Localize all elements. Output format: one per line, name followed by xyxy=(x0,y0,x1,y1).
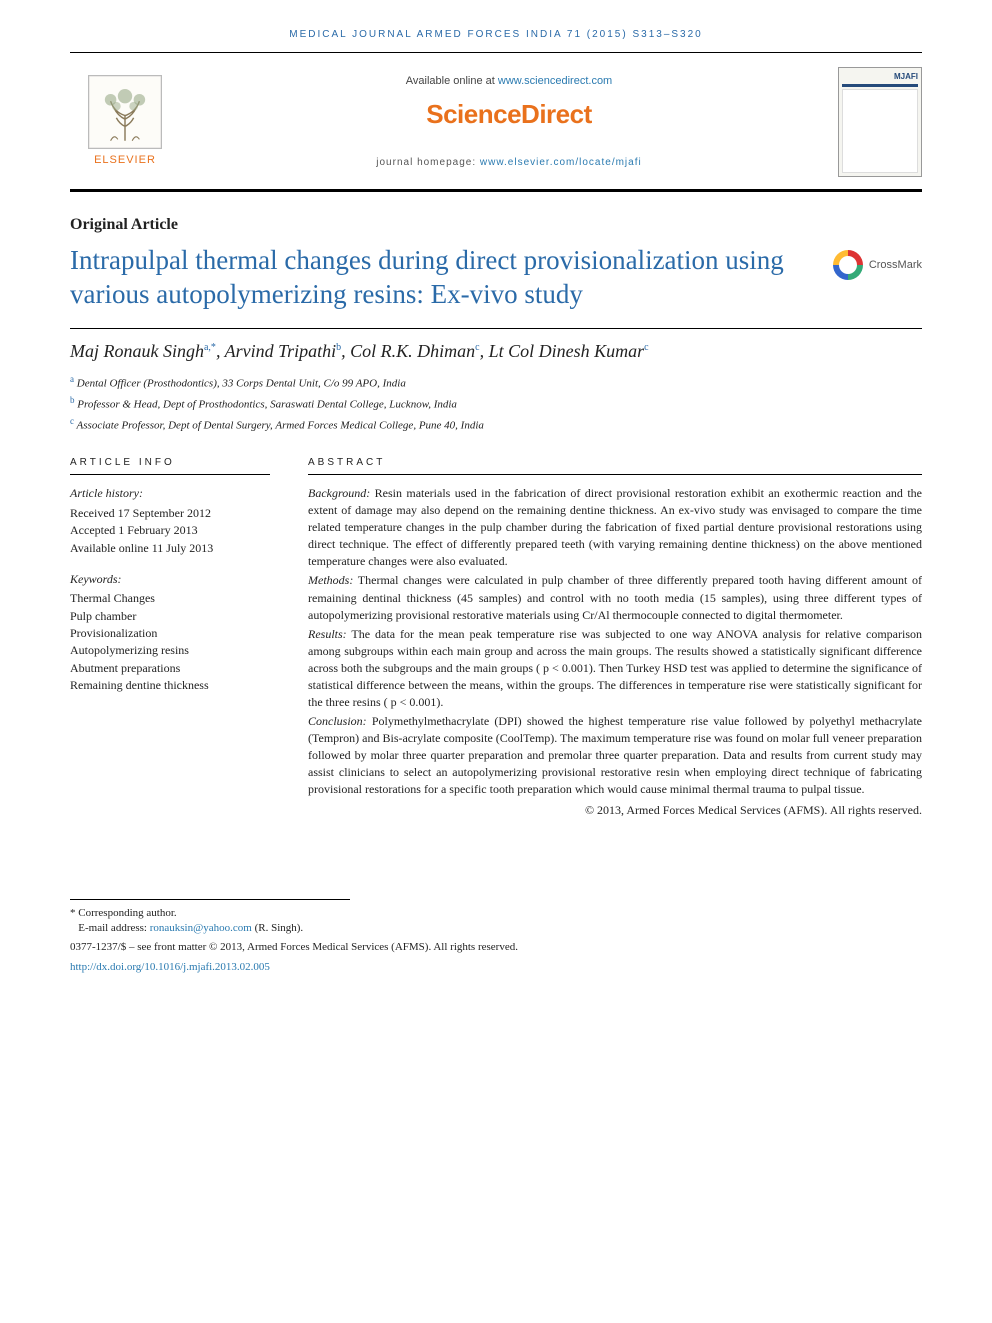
abstract-section-label: Methods: xyxy=(308,573,353,587)
issn-copyright-line: 0377-1237/$ – see front matter © 2013, A… xyxy=(70,940,922,955)
keyword: Remaining dentine thickness xyxy=(70,677,270,694)
available-online-line: Available online at www.sciencedirect.co… xyxy=(406,74,612,89)
abstract-section: Results: The data for the mean peak temp… xyxy=(308,626,922,711)
keyword: Thermal Changes xyxy=(70,590,270,607)
email-suffix: (R. Singh). xyxy=(252,922,303,934)
author-affil-sup: c xyxy=(644,342,648,353)
keyword: Autopolymerizing resins xyxy=(70,642,270,659)
cover-title: MJAFI xyxy=(842,71,918,82)
sciencedirect-link[interactable]: www.sciencedirect.com xyxy=(498,75,612,87)
author-name: Col R.K. Dhiman xyxy=(350,341,475,361)
keywords-block: Keywords: Thermal ChangesPulp chamberPro… xyxy=(70,571,270,695)
keywords-label: Keywords: xyxy=(70,571,270,588)
history-line: Accepted 1 February 2013 xyxy=(70,522,270,539)
available-prefix: Available online at xyxy=(406,75,498,87)
history-line: Received 17 September 2012 xyxy=(70,505,270,522)
crossmark-icon xyxy=(833,250,863,280)
abstract-head: ABSTRACT xyxy=(308,456,922,475)
abstract-section: Background: Resin materials used in the … xyxy=(308,485,922,570)
article-history: Article history: Received 17 September 2… xyxy=(70,485,270,557)
history-line: Available online 11 July 2013 xyxy=(70,540,270,557)
corresponding-author: * Corresponding author. xyxy=(70,906,350,921)
affiliation-line: a Dental Officer (Prosthodontics), 33 Co… xyxy=(70,373,922,392)
author-name: Lt Col Dinesh Kumar xyxy=(489,341,645,361)
journal-header: ELSEVIER Available online at www.science… xyxy=(70,52,922,192)
corresponding-footnote: * Corresponding author. E-mail address: … xyxy=(70,899,350,937)
keyword: Pulp chamber xyxy=(70,608,270,625)
keyword: Provisionalization xyxy=(70,625,270,642)
email-label: E-mail address: xyxy=(78,922,149,934)
author-affil-sup: c xyxy=(475,342,479,353)
journal-homepage-link[interactable]: www.elsevier.com/locate/mjafi xyxy=(480,157,642,168)
authors-line: Maj Ronauk Singha,*, Arvind Tripathib, C… xyxy=(70,339,922,363)
homepage-prefix: journal homepage: xyxy=(376,157,480,168)
divider xyxy=(70,328,922,329)
abstract-section-label: Results: xyxy=(308,627,347,641)
author-affil-sup: b xyxy=(336,342,341,353)
abstract-section-label: Background: xyxy=(308,486,370,500)
sciencedirect-logo: ScienceDirect xyxy=(426,96,591,132)
running-head: MEDICAL JOURNAL ARMED FORCES INDIA 71 (2… xyxy=(70,28,922,42)
history-label: Article history: xyxy=(70,485,270,502)
abstract-text: Background: Resin materials used in the … xyxy=(308,485,922,798)
copyright-line: © 2013, Armed Forces Medical Services (A… xyxy=(308,802,922,819)
elsevier-tree-icon xyxy=(88,75,162,149)
article-info-head: ARTICLE INFO xyxy=(70,456,270,475)
author-name: Arvind Tripathi xyxy=(225,341,337,361)
crossmark-label: CrossMark xyxy=(869,258,922,273)
abstract-section: Conclusion: Polymethylmethacrylate (DPI)… xyxy=(308,713,922,798)
abstract-section: Methods: Thermal changes were calculated… xyxy=(308,572,922,623)
article-type: Original Article xyxy=(70,214,922,236)
doi-link[interactable]: http://dx.doi.org/10.1016/j.mjafi.2013.0… xyxy=(70,961,270,973)
affiliation-line: b Professor & Head, Dept of Prosthodonti… xyxy=(70,394,922,413)
keyword: Abutment preparations xyxy=(70,660,270,677)
email-line: E-mail address: ronauksin@yahoo.com (R. … xyxy=(70,921,350,936)
elsevier-wordmark: ELSEVIER xyxy=(94,153,156,168)
elsevier-logo: ELSEVIER xyxy=(70,75,180,168)
crossmark-badge[interactable]: CrossMark xyxy=(833,250,922,280)
journal-cover-thumb: MJAFI xyxy=(838,67,922,177)
journal-homepage-line: journal homepage: www.elsevier.com/locat… xyxy=(376,156,641,170)
author-name: Maj Ronauk Singh xyxy=(70,341,204,361)
article-title: Intrapulpal thermal changes during direc… xyxy=(70,244,813,312)
author-affil-sup: a,* xyxy=(204,342,216,353)
affiliation-line: c Associate Professor, Dept of Dental Su… xyxy=(70,415,922,434)
affiliations: a Dental Officer (Prosthodontics), 33 Co… xyxy=(70,373,922,434)
doi-line: http://dx.doi.org/10.1016/j.mjafi.2013.0… xyxy=(70,960,922,975)
author-email-link[interactable]: ronauksin@yahoo.com xyxy=(150,922,252,934)
abstract-section-label: Conclusion: xyxy=(308,714,367,728)
